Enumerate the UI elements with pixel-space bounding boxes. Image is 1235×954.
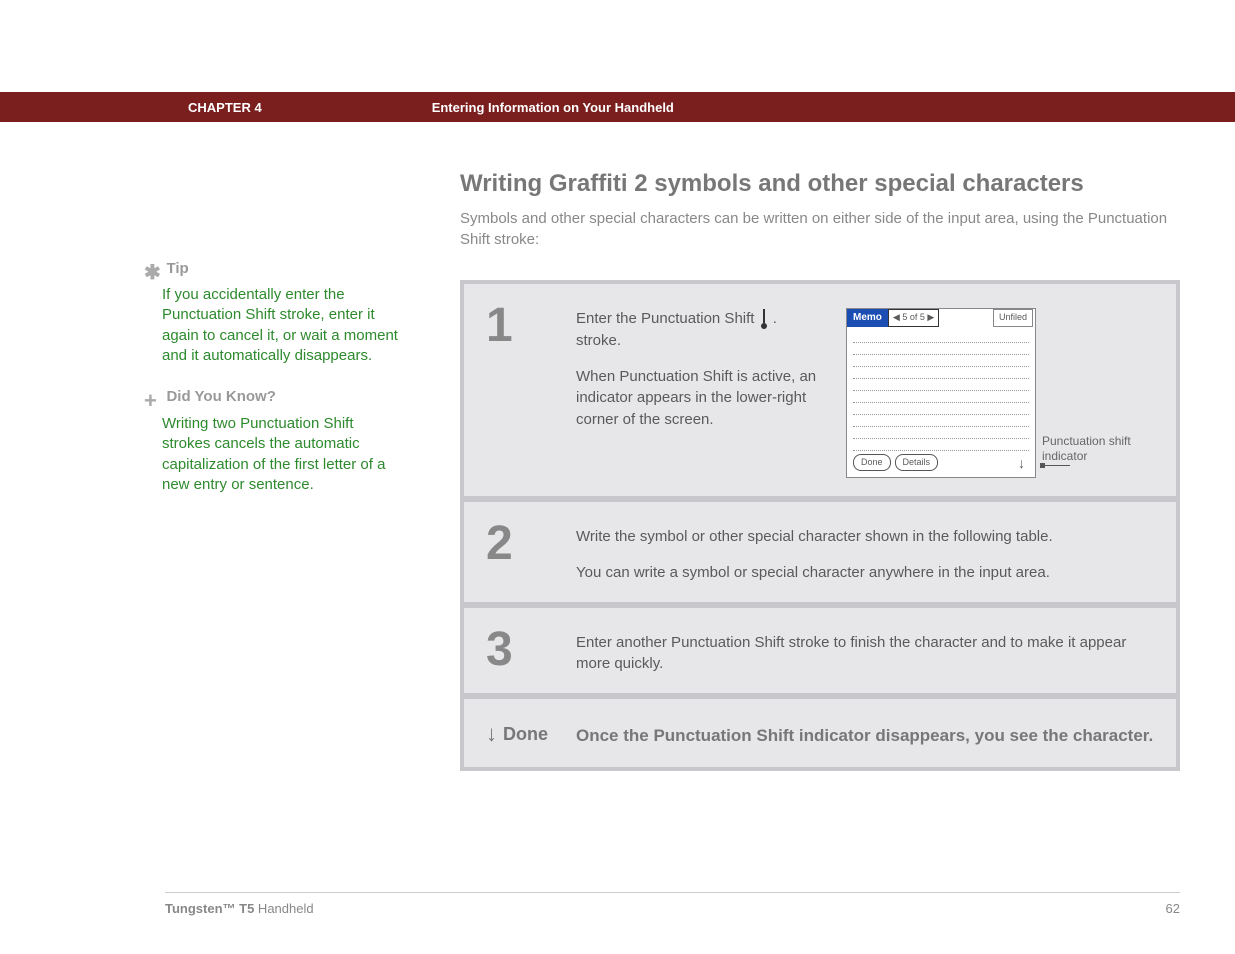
product-bold: Tungsten™ T5 bbox=[165, 901, 254, 916]
chapter-label: CHAPTER 4 bbox=[188, 100, 262, 115]
mock-memo-label: Memo bbox=[847, 309, 888, 327]
step-1: 1 Enter the Punctuation Shift . stroke. … bbox=[464, 284, 1176, 496]
screenshot-wrap: Memo ◀ 5 of 5 ▶ Unfiled bbox=[846, 308, 1142, 478]
step-1-p2: When Punctuation Shift is active, an ind… bbox=[576, 366, 826, 431]
step-2-number: 2 bbox=[486, 520, 576, 568]
chapter-header-bar: CHAPTER 4 Entering Information on Your H… bbox=[0, 92, 1235, 122]
step-1-text: Enter the Punctuation Shift . stroke. Wh… bbox=[576, 308, 826, 431]
step-3-number: 3 bbox=[486, 626, 576, 674]
product-rest: Handheld bbox=[254, 901, 313, 916]
done-label: Done bbox=[503, 725, 548, 743]
steps-container: 1 Enter the Punctuation Shift . stroke. … bbox=[460, 280, 1180, 771]
page-footer: Tungsten™ T5 Handheld 62 bbox=[165, 892, 1180, 916]
section-title: Writing Graffiti 2 symbols and other spe… bbox=[460, 170, 1180, 198]
mock-lines bbox=[847, 327, 1035, 455]
done-arrow-icon: ↓ bbox=[486, 723, 497, 745]
step-done: ↓ Done Once the Punctuation Shift indica… bbox=[464, 699, 1176, 767]
mock-nav: ◀ 5 of 5 ▶ bbox=[888, 309, 939, 326]
device-screenshot: Memo ◀ 5 of 5 ▶ Unfiled bbox=[846, 308, 1036, 478]
done-text: Once the Punctuation Shift indicator dis… bbox=[576, 723, 1154, 749]
step-1-p1a: Enter the Punctuation Shift bbox=[576, 310, 759, 327]
step-2-p1: Write the symbol or other special charac… bbox=[576, 526, 1154, 548]
punctuation-shift-stroke-icon bbox=[759, 309, 769, 329]
mock-shift-indicator: ↓ bbox=[1018, 453, 1029, 473]
callout-line bbox=[1042, 465, 1070, 466]
step-1-number: 1 bbox=[486, 302, 576, 350]
product-name: Tungsten™ T5 Handheld bbox=[165, 901, 314, 916]
callout: Punctuation shift indicator bbox=[1042, 434, 1142, 478]
step-2: 2 Write the symbol or other special char… bbox=[464, 502, 1176, 602]
mock-category: Unfiled bbox=[993, 309, 1033, 326]
main-content: Writing Graffiti 2 symbols and other spe… bbox=[0, 170, 1235, 771]
step-3: 3 Enter another Punctuation Shift stroke… bbox=[464, 608, 1176, 694]
chapter-title: Entering Information on Your Handheld bbox=[432, 100, 674, 115]
mock-done-button: Done bbox=[853, 454, 891, 471]
step-2-p2: You can write a symbol or special charac… bbox=[576, 562, 1154, 584]
mock-details-button: Details bbox=[895, 454, 939, 471]
section-intro: Symbols and other special characters can… bbox=[460, 208, 1180, 250]
callout-text: Punctuation shift indicator bbox=[1042, 434, 1142, 463]
page-number: 62 bbox=[1166, 901, 1180, 916]
step-3-p1: Enter another Punctuation Shift stroke t… bbox=[576, 632, 1154, 676]
